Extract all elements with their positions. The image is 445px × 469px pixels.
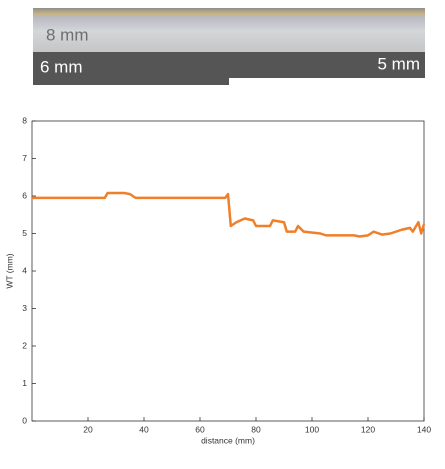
x-tick-label: 100 [305, 424, 319, 434]
y-tick-label: 8 [22, 115, 27, 125]
dark-band [33, 52, 425, 78]
plot-frame [31, 120, 425, 422]
x-tick-label: 60 [195, 424, 205, 434]
x-tick-label: 140 [417, 424, 431, 434]
y-tick-label: 6 [22, 190, 27, 200]
y-tick-label: 2 [22, 340, 27, 350]
x-axis-label: distance (mm) [201, 435, 255, 445]
x-tick-label: 80 [251, 424, 261, 434]
y-axis-label: WT (mm) [4, 253, 14, 288]
x-tick-label: 40 [139, 424, 149, 434]
photo-strip [33, 8, 425, 54]
photo-label: 6 mm [40, 57, 83, 76]
y-tick-label: 4 [22, 265, 27, 275]
x-tick-label: 120 [361, 424, 375, 434]
data-line [32, 191, 426, 238]
x-tick-label: 20 [83, 424, 93, 434]
photo-label: 5 mm [378, 54, 421, 73]
chart: distance (mm) WT (mm) 0 1 2 3 4 5 6 7 8 20 40 60 80 1… [4, 115, 431, 445]
y-tick-label: 1 [22, 378, 27, 388]
photo: 8 mm 6 mm 5 mm [33, 8, 425, 85]
y-tick-label: 0 [22, 415, 27, 425]
y-tick-label: 5 [22, 228, 27, 238]
y-tick-label: 3 [22, 303, 27, 313]
dark-band [33, 78, 229, 85]
photo-label: 8 mm [46, 25, 89, 44]
y-tick-label: 7 [22, 153, 27, 163]
